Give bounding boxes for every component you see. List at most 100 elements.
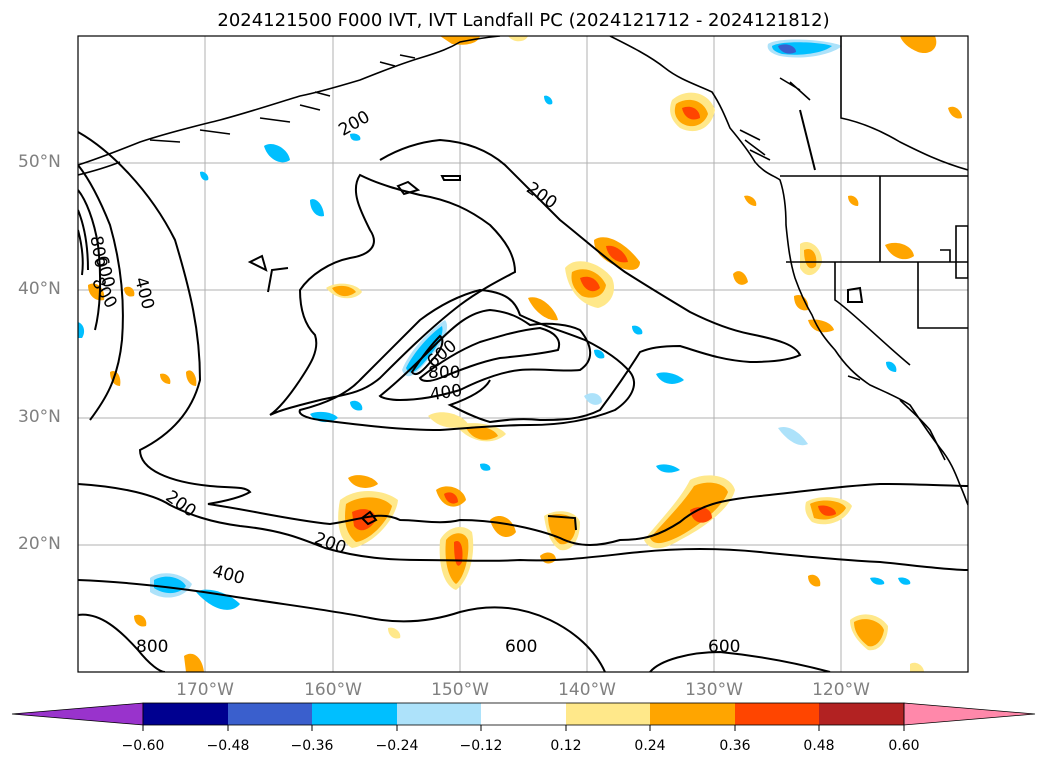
pc-patch bbox=[348, 475, 378, 488]
pc-patch bbox=[870, 577, 885, 585]
colorbar-segment bbox=[566, 703, 650, 725]
lon-label: 160°W bbox=[304, 680, 362, 700]
contour-label: 400 bbox=[210, 561, 247, 589]
pc-patch bbox=[848, 195, 859, 206]
pc-patch bbox=[744, 195, 757, 206]
colorbar-segment bbox=[143, 703, 228, 725]
colorbar-tick-label: −0.36 bbox=[290, 738, 334, 754]
colorbar-segment bbox=[397, 703, 481, 725]
colorbar-segment bbox=[481, 703, 566, 725]
pc-patch bbox=[584, 393, 602, 405]
coastlines bbox=[78, 36, 968, 506]
pc-patch bbox=[632, 325, 643, 335]
contour-label: 400 bbox=[130, 275, 158, 312]
pc-patch bbox=[733, 271, 748, 285]
contour-label: 600 bbox=[505, 637, 537, 657]
pc-patch bbox=[898, 577, 911, 585]
colorbar-segment bbox=[228, 703, 312, 725]
pc-patch bbox=[886, 361, 897, 372]
pc-patch bbox=[948, 106, 962, 119]
ivt-contours bbox=[78, 109, 968, 672]
colorbar-tick-label: 0.36 bbox=[719, 738, 751, 754]
colorbar-tick-label: 0.60 bbox=[888, 738, 920, 754]
lat-label: 50°N bbox=[18, 152, 61, 172]
contour-label: 800 bbox=[428, 363, 460, 383]
pc-patch bbox=[656, 464, 680, 473]
pc-patch bbox=[264, 143, 290, 163]
pc-patch bbox=[540, 552, 556, 564]
lat-label: 40°N bbox=[18, 279, 61, 299]
lon-label: 170°W bbox=[176, 680, 234, 700]
lon-label: 130°W bbox=[685, 680, 743, 700]
contour-label: 200 bbox=[523, 178, 561, 213]
pc-patch bbox=[885, 242, 914, 260]
lat-label: 20°N bbox=[18, 534, 61, 554]
pc-patch bbox=[444, 492, 458, 504]
colorbar-extend-high bbox=[903, 702, 1036, 726]
pc-patch bbox=[594, 349, 605, 359]
pc-patch bbox=[794, 294, 809, 311]
map-frame bbox=[77, 35, 969, 673]
pc-patch bbox=[466, 426, 498, 440]
pc-patch bbox=[854, 619, 884, 647]
pc-patch bbox=[778, 426, 808, 446]
pc-patch bbox=[160, 373, 171, 384]
colorbar-tick-label: 0.48 bbox=[803, 738, 835, 754]
pc-patch bbox=[388, 627, 401, 639]
pc-patch bbox=[310, 199, 324, 217]
map-title: 2024121500 F000 IVT, IVT Landfall PC (20… bbox=[217, 10, 830, 31]
pc-patch bbox=[778, 44, 796, 54]
pc-patch bbox=[186, 370, 197, 386]
pc-patch bbox=[544, 95, 553, 105]
contour-labels: 200 200 200 200 400 400 400 600 600 600 … bbox=[85, 107, 740, 657]
colorbar-frame bbox=[142, 702, 905, 726]
colorbar-tick-label: −0.12 bbox=[459, 738, 503, 754]
pc-patch bbox=[656, 372, 684, 384]
pc-patch bbox=[804, 248, 817, 269]
pc-patch bbox=[134, 614, 147, 627]
colorbar-tick-label: −0.60 bbox=[121, 738, 165, 754]
colorbar-segment bbox=[312, 703, 397, 725]
pc-patch bbox=[682, 106, 700, 120]
pc-patch bbox=[78, 322, 85, 338]
pc-patch bbox=[406, 326, 443, 373]
pc-patch bbox=[808, 574, 821, 587]
colorbar-segment bbox=[819, 703, 904, 725]
pc-patch bbox=[196, 589, 240, 610]
pc-patch bbox=[580, 276, 600, 292]
pc-patch bbox=[480, 463, 491, 471]
pc-patch bbox=[808, 319, 834, 333]
lat-label: 30°N bbox=[18, 407, 61, 427]
pc-patch bbox=[200, 171, 209, 181]
pc-patch bbox=[528, 297, 558, 321]
colorbar-segment bbox=[650, 703, 735, 725]
colorbar-tick-label: −0.24 bbox=[375, 738, 419, 754]
pc-patch bbox=[818, 505, 836, 516]
pc-patch bbox=[910, 662, 924, 672]
colorbar bbox=[11, 702, 1036, 731]
colorbar-tick-label: 0.12 bbox=[550, 738, 582, 754]
lon-label: 140°W bbox=[558, 680, 616, 700]
lon-label: 150°W bbox=[431, 680, 489, 700]
colorbar-tick-label: −0.48 bbox=[206, 738, 250, 754]
contour-label: 400 bbox=[429, 381, 464, 405]
colorbar-tick-label: 0.24 bbox=[634, 738, 666, 754]
pc-patch bbox=[606, 245, 628, 263]
pc-patch bbox=[428, 412, 468, 428]
contour-label: 800 bbox=[85, 234, 110, 269]
pc-patch bbox=[350, 133, 361, 141]
pc-patch bbox=[350, 400, 363, 411]
pc-patch bbox=[184, 653, 204, 672]
lon-label: 120°W bbox=[812, 680, 870, 700]
colorbar-segment bbox=[735, 703, 819, 725]
pc-patch bbox=[110, 370, 121, 386]
pc-patch bbox=[332, 285, 356, 297]
colorbar-extend-low bbox=[11, 702, 144, 726]
pc-patch bbox=[490, 516, 516, 537]
pc-patch bbox=[900, 36, 937, 54]
contour-label: 600 bbox=[708, 637, 740, 657]
pc-patch bbox=[124, 286, 135, 297]
pc-patch bbox=[508, 36, 528, 42]
contour-label: 800 bbox=[136, 637, 168, 657]
